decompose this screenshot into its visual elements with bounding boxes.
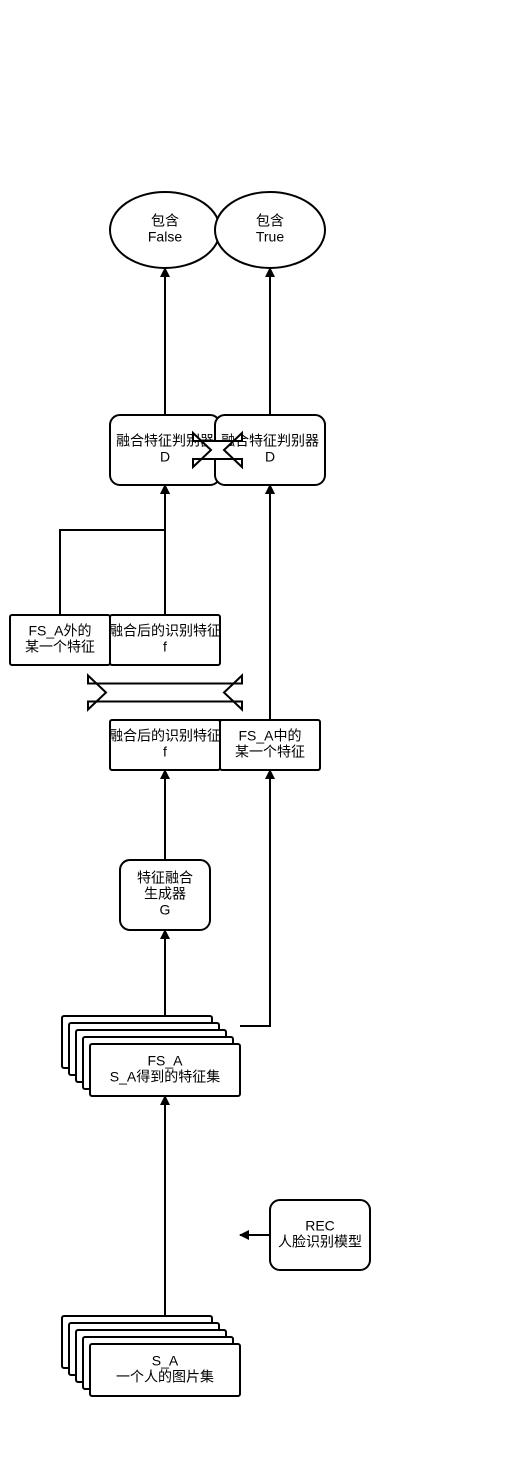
- svg-text:S_A得到的特征集: S_A得到的特征集: [110, 1069, 220, 1085]
- svg-text:True: True: [256, 229, 284, 245]
- svg-text:D: D: [160, 449, 170, 465]
- svg-text:REC: REC: [305, 1218, 335, 1234]
- svg-text:G: G: [160, 902, 171, 918]
- svg-text:生成器: 生成器: [144, 886, 186, 902]
- svg-text:人脸识别模型: 人脸识别模型: [278, 1234, 362, 1250]
- svg-text:特征融合: 特征融合: [137, 870, 193, 886]
- diagram-canvas: S_A一个人的图片集 REC人脸识别模型 FS_AS_A得到的特征集特征融合生成器G…: [0, 0, 511, 1477]
- svg-text:f: f: [163, 744, 167, 760]
- svg-text:FS_A中的: FS_A中的: [238, 728, 301, 744]
- svg-text:S_A: S_A: [152, 1353, 179, 1369]
- svg-text:f: f: [163, 639, 167, 655]
- svg-text:False: False: [148, 229, 182, 245]
- svg-text:一个人的图片集: 一个人的图片集: [116, 1369, 214, 1385]
- svg-text:D: D: [265, 449, 275, 465]
- svg-text:融合后的识别特征: 融合后的识别特征: [109, 728, 221, 744]
- svg-text:某一个特征: 某一个特征: [25, 639, 95, 655]
- svg-text:FS_A: FS_A: [147, 1053, 183, 1069]
- svg-text:某一个特征: 某一个特征: [235, 744, 305, 760]
- svg-text:FS_A外的: FS_A外的: [28, 623, 91, 639]
- svg-text:包含: 包含: [151, 213, 179, 229]
- svg-text:融合后的识别特征: 融合后的识别特征: [109, 623, 221, 639]
- svg-text:包含: 包含: [256, 213, 284, 229]
